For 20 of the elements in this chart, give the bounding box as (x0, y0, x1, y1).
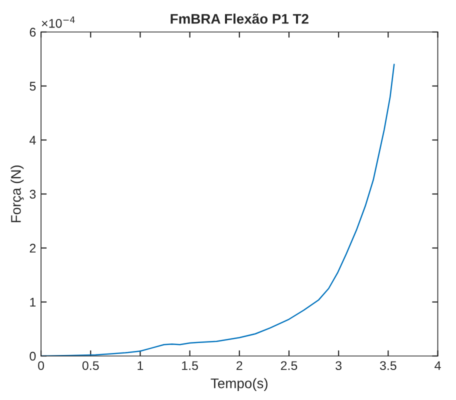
x-tick-label: 1 (138, 361, 144, 370)
x-tick-label: 2.5 (280, 361, 298, 370)
y-tick-label: 4 (30, 136, 36, 145)
chart-title: FmBRA Flexão P1 T2 (170, 14, 308, 24)
x-tick-label: 1.5 (182, 361, 198, 370)
y-tick-label: 1 (30, 298, 36, 307)
y-axis-title: Força (N) (10, 166, 24, 222)
y-tick-label: 6 (30, 28, 36, 37)
y-tick-label: 3 (30, 190, 36, 199)
x-tick-label: 3 (336, 361, 342, 370)
text: ×10$^{−4}$ (42, 16, 75, 28)
x-tick-label: 3.5 (380, 361, 396, 370)
x-tick-label: 0 (38, 361, 44, 370)
y-tick-label: 2 (30, 244, 36, 253)
x-tick-label: 0.5 (82, 361, 99, 370)
x-axis-title: Tempo(s) (210, 378, 268, 392)
y-tick-label: 5 (30, 82, 36, 91)
y-tick-label: 0 (30, 352, 36, 361)
x-tick-label: 2 (236, 361, 242, 370)
x-tick-label: 4 (434, 361, 441, 370)
